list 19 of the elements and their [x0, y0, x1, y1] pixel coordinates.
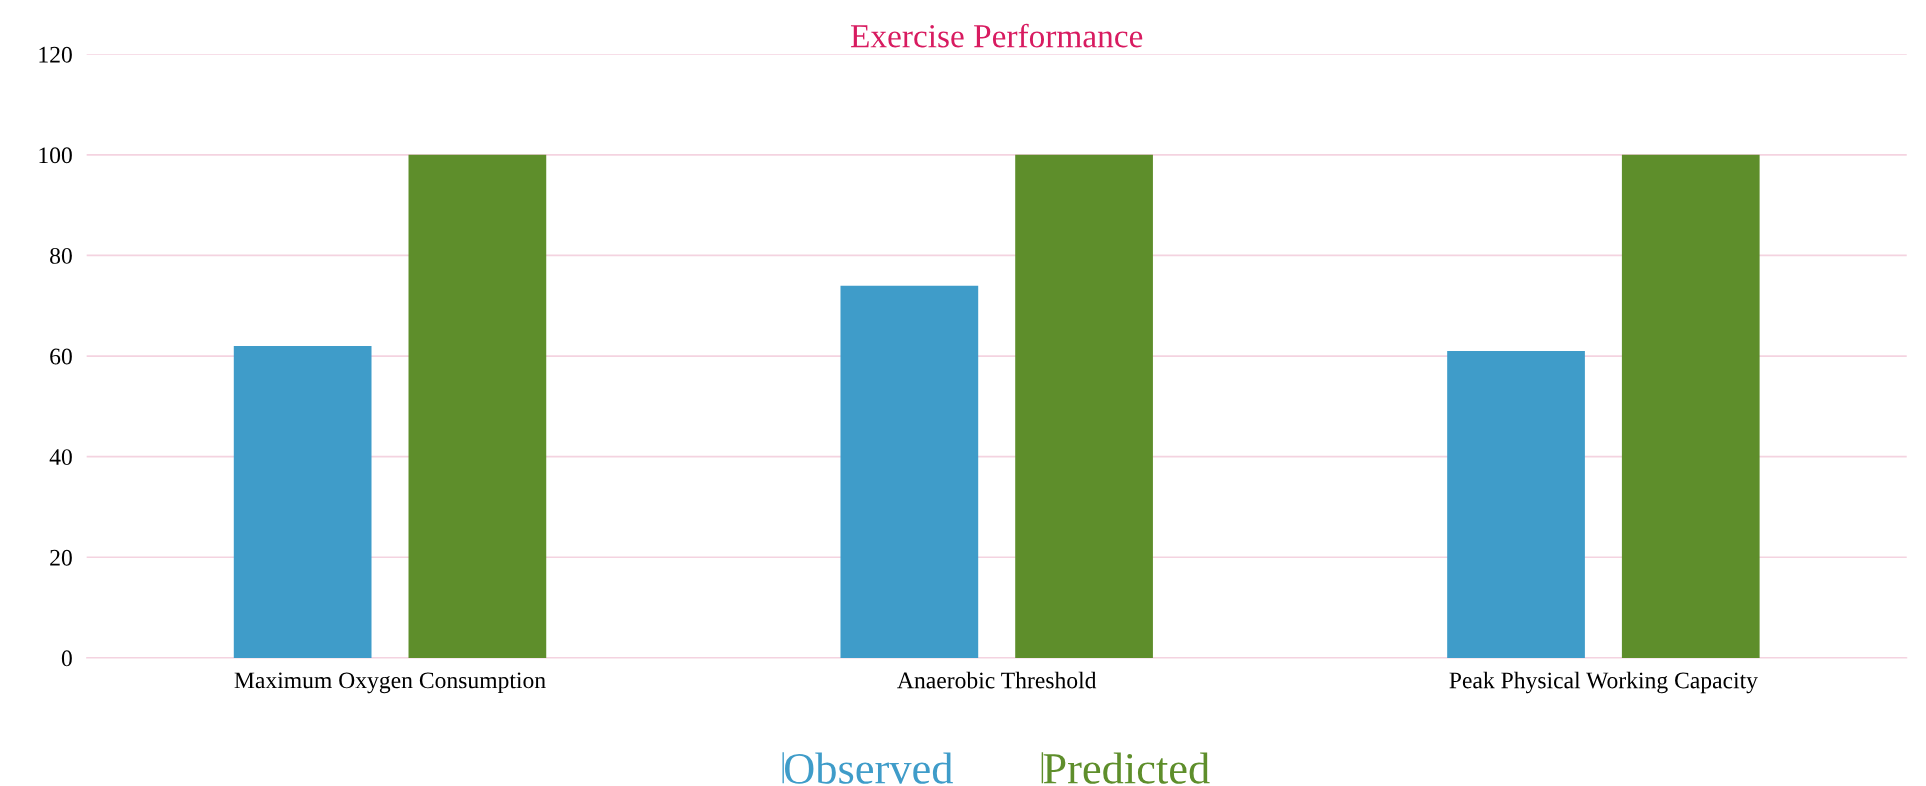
bar — [233, 346, 372, 658]
y-tick-label: 80 — [50, 247, 72, 264]
x-tick-label: Peak Physical Working Capacity — [1449, 671, 1758, 694]
x-tick-label: Maximum Oxygen Consumption — [234, 672, 546, 694]
x-tick-label: Anaerobic Threshold — [897, 671, 1097, 689]
y-tick-label: 120 — [39, 46, 72, 63]
legend-label: Predicted — [1043, 752, 1210, 784]
y-tick-label: 40 — [49, 449, 72, 466]
bar — [1015, 154, 1153, 658]
bar — [408, 154, 547, 658]
legend-label: Observed — [785, 752, 953, 784]
chart-title: Exercise Performance — [850, 23, 1143, 48]
y-tick-label: 20 — [50, 549, 72, 566]
bar — [1621, 154, 1760, 658]
bar — [1447, 351, 1585, 658]
bar — [840, 285, 979, 658]
y-tick-label: 100 — [39, 147, 72, 164]
y-tick-label: 0 — [61, 650, 72, 667]
y-tick-label: 60 — [50, 348, 72, 365]
